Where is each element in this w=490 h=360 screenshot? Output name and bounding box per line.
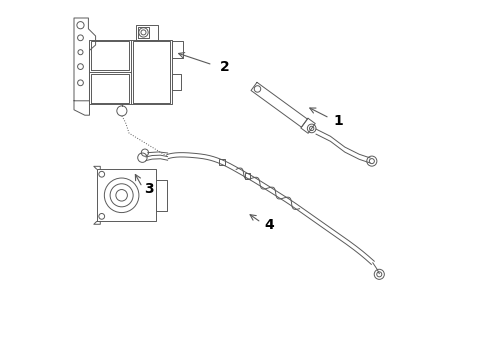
Bar: [220, 159, 225, 165]
Text: 3: 3: [144, 182, 154, 196]
Text: 2: 2: [220, 60, 229, 73]
Text: 4: 4: [265, 218, 274, 232]
Text: 1: 1: [333, 114, 343, 127]
Bar: [245, 173, 250, 179]
